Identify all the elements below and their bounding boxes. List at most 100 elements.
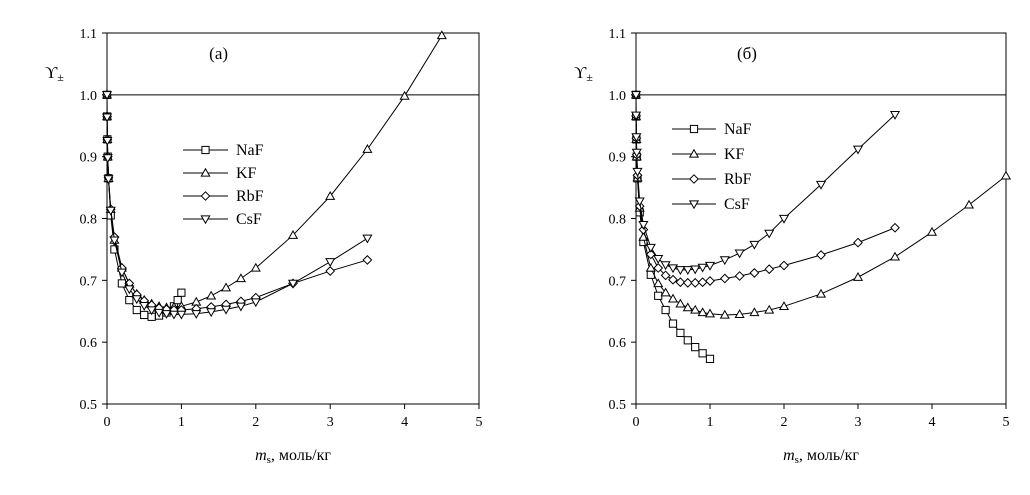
- data-point-CsF: [675, 266, 686, 276]
- data-point-NaF: [110, 245, 119, 254]
- data-point-KF: [963, 199, 975, 209]
- data-point-RbF: [764, 264, 775, 275]
- x-tick-label: 4: [401, 415, 408, 430]
- data-point-CsF: [889, 110, 901, 120]
- y-tick-label: 1.1: [80, 27, 98, 42]
- data-point-KF: [704, 308, 716, 318]
- data-point-CsF: [102, 113, 113, 123]
- chart-panel-b: 0.5 0.6 0.7 0.8 0.9 1.0 1.1 0 1 2 3 4 5 ms, моль/кг ϒ±…: [574, 27, 1012, 466]
- data-point-CsF: [161, 310, 172, 319]
- data-point-NaF: [117, 279, 126, 288]
- data-point-KF: [645, 262, 656, 272]
- data-point-KF: [399, 90, 410, 100]
- data-point-KF: [653, 278, 664, 288]
- x-tick-label: 0: [104, 415, 111, 430]
- series-line-RbF: [635, 94, 896, 284]
- data-point-CsF: [645, 243, 656, 253]
- data-point-KF: [667, 293, 679, 303]
- y-tick-label: 0.5: [80, 398, 98, 413]
- y-tick-label: 0.6: [80, 336, 98, 351]
- legend-marker: [689, 174, 699, 184]
- series-RbF: [631, 89, 900, 288]
- data-point-CsF: [139, 302, 150, 311]
- data-point-KF: [778, 301, 790, 310]
- legend-item-CsF: CsF: [672, 196, 750, 213]
- x-tick-label: 1: [707, 415, 714, 430]
- y-axis-title: ϒ±: [45, 63, 64, 84]
- legend-marker: [200, 167, 211, 177]
- data-point-CsF: [103, 175, 114, 185]
- data-point-CsF: [220, 305, 232, 315]
- data-point-NaF: [676, 328, 685, 337]
- data-point-NaF: [668, 319, 678, 328]
- data-point-RbF: [660, 270, 671, 281]
- data-point-KF: [926, 226, 938, 236]
- legend-marker: [201, 145, 210, 155]
- y-axis-subscript: ±: [57, 70, 64, 84]
- data-point-CsF: [778, 214, 790, 224]
- data-point-KF: [749, 307, 760, 317]
- data-point-CsF: [631, 148, 642, 158]
- x-tick-label: 1: [178, 415, 185, 430]
- data-point-NaF: [132, 305, 141, 315]
- x-axis-unit: , моль/кг: [271, 447, 331, 464]
- legend-label: RbF: [724, 171, 752, 188]
- legend-label: NaF: [236, 142, 264, 159]
- data-point-RbF: [749, 268, 760, 278]
- data-point-NaF: [698, 349, 707, 358]
- data-point-CsF: [653, 255, 664, 264]
- data-point-CsF: [102, 136, 113, 146]
- x-axis-symbol: m: [255, 447, 267, 464]
- data-point-KF: [690, 304, 701, 314]
- data-point-NaF: [683, 336, 692, 345]
- legend-marker: [689, 124, 699, 134]
- data-point-KF: [250, 262, 261, 272]
- data-point-NaF: [654, 291, 663, 300]
- x-tick-label: 3: [327, 415, 334, 430]
- y-tick-label: 0.9: [609, 151, 627, 166]
- panel-label: (а): [209, 44, 228, 63]
- y-axis-symbol: ϒ: [45, 63, 58, 82]
- data-point-NaF: [140, 310, 149, 320]
- data-point-CsF: [764, 229, 775, 239]
- legend-label: CsF: [724, 196, 750, 213]
- data-point-CsF: [206, 308, 217, 318]
- legend-label: KF: [236, 165, 257, 182]
- y-tick-label: 0.8: [609, 213, 627, 228]
- data-point-CsF: [815, 180, 827, 190]
- legend-marker: [200, 215, 211, 225]
- data-point-KF: [206, 290, 217, 300]
- data-point-CsF: [719, 256, 730, 266]
- data-point-CsF: [131, 295, 142, 305]
- data-point-RbF: [362, 255, 373, 265]
- legend-label: RbF: [236, 188, 264, 205]
- data-point-KF: [682, 302, 693, 312]
- data-point-CsF: [660, 261, 671, 271]
- data-point-KF: [287, 229, 299, 239]
- x-tick-label: 2: [781, 415, 788, 430]
- data-point-NaF: [705, 354, 715, 363]
- data-point-RbF: [890, 222, 900, 233]
- data-point-KF: [719, 309, 730, 319]
- data-point-CsF: [667, 264, 679, 274]
- data-point-CsF: [632, 167, 643, 177]
- data-point-CsF: [154, 308, 165, 318]
- data-point-KF: [436, 30, 447, 40]
- data-point-NaF: [177, 288, 186, 297]
- data-point-NaF: [691, 343, 700, 352]
- data-point-CsF: [235, 302, 246, 312]
- data-point-CsF: [749, 240, 760, 250]
- data-point-RbF: [779, 260, 789, 271]
- data-point-RbF: [719, 273, 730, 284]
- y-tick-label: 0.6: [609, 336, 627, 351]
- data-point-RbF: [682, 277, 693, 288]
- data-point-KF: [852, 272, 864, 281]
- y-tick-label: 1.0: [80, 89, 98, 104]
- series-KF: [101, 30, 447, 312]
- y-axis-title: ϒ±: [574, 63, 593, 84]
- data-point-KF: [734, 309, 745, 318]
- x-axis-title: ms, моль/кг: [255, 447, 331, 466]
- data-point-CsF: [634, 197, 645, 207]
- legend-marker: [200, 191, 211, 201]
- y-tick-label: 0.5: [609, 398, 627, 413]
